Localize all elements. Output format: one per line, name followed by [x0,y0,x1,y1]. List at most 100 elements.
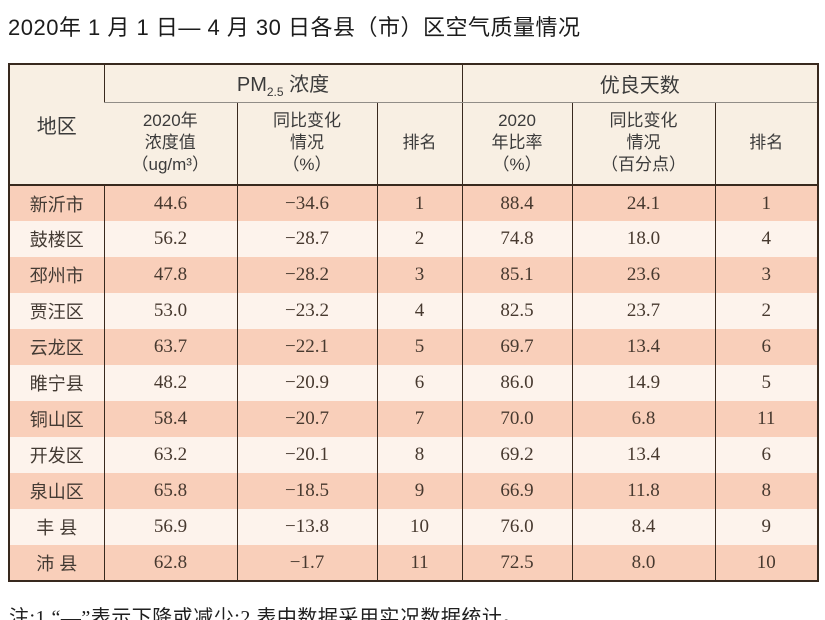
good-rank-cell: 1 [714,185,819,221]
good-rank-cell: 6 [714,437,819,473]
good-change-cell: 8.4 [571,509,716,545]
good-change-cell: 6.8 [571,401,716,437]
good-ratio-cell: 70.0 [461,401,573,437]
region-cell: 泉山区 [9,473,104,509]
air-quality-table: 地区 PM2.5 浓度 优良天数 2020年 浓度值 （ug/m³） 同比变化 … [8,63,820,582]
good-ratio-header: 2020 年比率 （%） [461,102,573,186]
group-header-row: 地区 PM2.5 浓度 优良天数 [9,64,819,186]
pm-rank-cell: 2 [376,221,463,257]
good-change-cell: 18.0 [571,221,716,257]
good-ratio-cell: 88.4 [461,185,573,221]
pm-change-header: 同比变化 情况 （%） [236,102,377,186]
pm-rank-cell: 7 [376,401,463,437]
pm-change-cell: −20.7 [236,401,377,437]
good-ratio-cell: 85.1 [461,257,573,293]
good-rank-cell: 2 [714,293,819,329]
pm-change-cell: −23.2 [236,293,377,329]
pm-value-cell: 63.2 [103,437,237,473]
region-cell: 开发区 [9,437,104,473]
good-rank-cell: 5 [714,365,819,401]
pm-change-cell: −1.7 [236,545,377,581]
good-change-cell: 13.4 [571,437,716,473]
page-title: 2020年 1 月 1 日— 4 月 30 日各县（市）区空气质量情况 [8,15,581,40]
pm-change-cell: −28.2 [236,257,377,293]
pm-change-cell: −13.8 [236,509,377,545]
good-change-cell: 13.4 [571,329,716,365]
good-ratio-cell: 66.9 [461,473,573,509]
good-ratio-cell: 74.8 [461,221,573,257]
table-row: 鼓楼区 56.2 −28.7 2 74.8 18.0 4 [9,221,819,257]
good-rank-header: 排名 [714,102,819,186]
table-row: 贾汪区 53.0 −23.2 4 82.5 23.7 2 [9,293,819,329]
pm-rank-cell: 11 [376,545,463,581]
table-header: 地区 PM2.5 浓度 优良天数 2020年 浓度值 （ug/m³） 同比变化 … [9,64,819,186]
table-row: 邳州市 47.8 −28.2 3 85.1 23.6 3 [9,257,819,293]
pm-value-header: 2020年 浓度值 （ug/m³） [104,102,237,186]
pm-value-cell: 63.7 [103,329,237,365]
good-rank-cell: 11 [714,401,819,437]
pm-rank-cell: 10 [376,509,463,545]
pm-value-cell: 48.2 [103,365,237,401]
good-change-cell: 14.9 [571,365,716,401]
pm-rank-cell: 6 [376,365,463,401]
good-change-cell: 23.7 [571,293,716,329]
pm-value-cell: 56.2 [103,221,237,257]
pm-value-cell: 56.9 [103,509,237,545]
pm-value-cell: 58.4 [103,401,237,437]
pm-rank-cell: 1 [376,185,463,221]
pm-value-cell: 65.8 [103,473,237,509]
table-row: 沛 县 62.8 −1.7 11 72.5 8.0 10 [9,545,819,581]
good-change-cell: 24.1 [571,185,716,221]
good-ratio-cell: 72.5 [461,545,573,581]
good-ratio-cell: 69.7 [461,329,573,365]
good-change-cell: 11.8 [571,473,716,509]
region-cell: 云龙区 [9,329,104,365]
pm-rank-cell: 8 [376,437,463,473]
pm-rank-cell: 9 [376,473,463,509]
pm-subscript: 2.5 [266,84,284,99]
table-row: 丰 县 56.9 −13.8 10 76.0 8.4 9 [9,509,819,545]
region-cell: 新沂市 [9,185,104,221]
good-rank-cell: 6 [714,329,819,365]
pm-change-cell: −22.1 [236,329,377,365]
table-row: 泉山区 65.8 −18.5 9 66.9 11.8 8 [9,473,819,509]
good-change-cell: 8.0 [571,545,716,581]
pm-rank-header: 排名 [376,102,463,186]
table-row: 新沂市 44.6 −34.6 1 88.4 24.1 1 [9,185,819,221]
pm-rank-cell: 3 [376,257,463,293]
region-cell: 贾汪区 [9,293,104,329]
pm-rank-cell: 4 [376,293,463,329]
good-ratio-cell: 82.5 [461,293,573,329]
pm-change-cell: −18.5 [236,473,377,509]
pm-value-cell: 53.0 [103,293,237,329]
pm-change-cell: −20.1 [236,437,377,473]
good-ratio-cell: 86.0 [461,365,573,401]
table-row: 云龙区 63.7 −22.1 5 69.7 13.4 6 [9,329,819,365]
pm-value-cell: 62.8 [103,545,237,581]
good-ratio-cell: 76.0 [461,509,573,545]
pm-suffix-label: 浓度 [283,73,330,96]
region-cell: 沛 县 [9,545,104,581]
good-rank-cell: 8 [714,473,819,509]
region-cell: 鼓楼区 [9,221,104,257]
good-change-cell: 23.6 [571,257,716,293]
good-rank-cell: 3 [714,257,819,293]
region-cell: 睢宁县 [9,365,104,401]
region-cell: 铜山区 [9,401,104,437]
pm-value-cell: 44.6 [103,185,237,221]
pm25-group-header: PM2.5 浓度 [103,64,463,103]
good-days-group-header: 优良天数 [461,64,819,103]
table-footnote: 注:1.“—”表示下降或减少;2.表中数据采用实况数据统计。 [9,607,523,620]
table-body: 新沂市 44.6 −34.6 1 88.4 24.1 1 鼓楼区 56.2 −2… [9,185,819,581]
pm-change-cell: −20.9 [236,365,377,401]
region-cell: 邳州市 [9,257,104,293]
region-column-header: 地区 [9,64,104,186]
good-ratio-cell: 69.2 [461,437,573,473]
pm-value-cell: 47.8 [103,257,237,293]
region-cell: 丰 县 [9,509,104,545]
table-row: 睢宁县 48.2 −20.9 6 86.0 14.9 5 [9,365,819,401]
table-row: 开发区 63.2 −20.1 8 69.2 13.4 6 [9,437,819,473]
pm-change-cell: −28.7 [236,221,377,257]
good-rank-cell: 4 [714,221,819,257]
